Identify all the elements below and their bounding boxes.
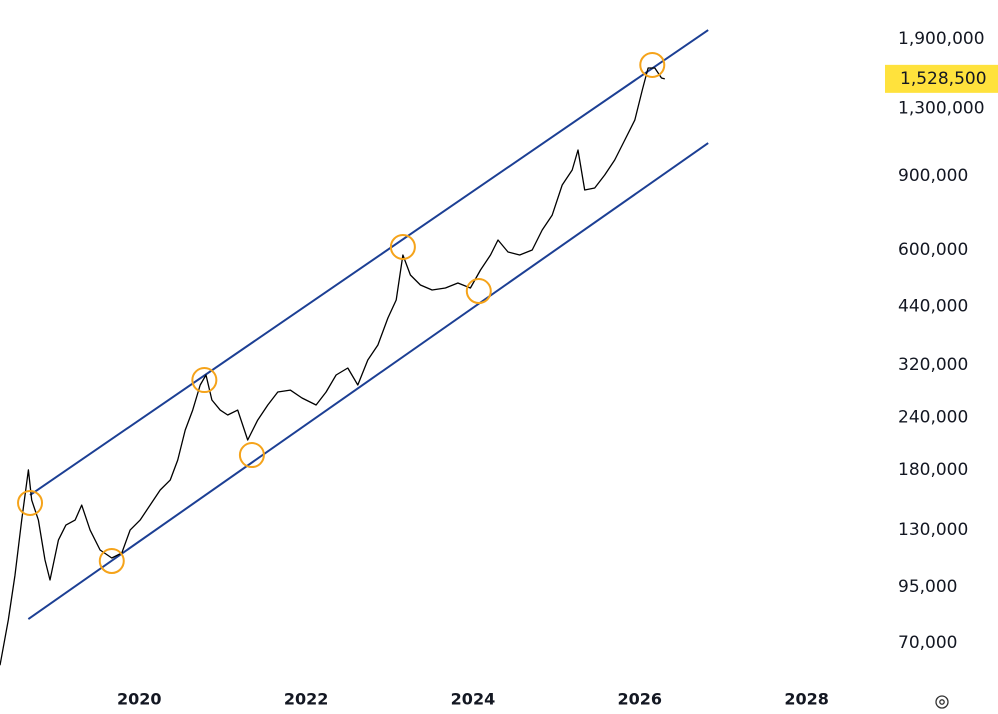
y-tick-label: 1,300,000 bbox=[898, 98, 985, 118]
touch-marker bbox=[389, 233, 416, 260]
x-tick-label: 2022 bbox=[284, 690, 329, 709]
y-tick-label: 130,000 bbox=[898, 520, 968, 540]
y-tick-label: 240,000 bbox=[898, 408, 968, 428]
y-tick-label: 440,000 bbox=[898, 297, 968, 317]
y-tick-label: 70,000 bbox=[898, 633, 957, 653]
last-price-box bbox=[885, 64, 998, 93]
settings-core bbox=[939, 699, 945, 705]
touch-marker bbox=[17, 489, 44, 516]
touch-marker bbox=[465, 278, 492, 305]
y-tick-label: 320,000 bbox=[898, 355, 968, 375]
y-tick-label: 900,000 bbox=[898, 166, 968, 186]
last-price-label: 1,528,500 bbox=[900, 69, 987, 89]
x-tick-label: 2028 bbox=[784, 690, 829, 709]
y-tick-label: 1,900,000 bbox=[898, 29, 985, 49]
touch-marker bbox=[639, 51, 666, 78]
price-line bbox=[0, 67, 665, 666]
touch-marker bbox=[98, 548, 125, 575]
y-tick-label: 180,000 bbox=[898, 460, 968, 480]
y-tick-label: 95,000 bbox=[898, 577, 957, 597]
x-tick-label: 2026 bbox=[618, 690, 663, 709]
y-tick-label: 600,000 bbox=[898, 240, 968, 260]
touch-marker bbox=[191, 367, 218, 394]
settings-icon[interactable] bbox=[935, 695, 949, 709]
channel-line bbox=[29, 29, 709, 496]
settings-ring bbox=[935, 695, 949, 709]
touch-marker bbox=[238, 442, 265, 469]
x-tick-label: 2024 bbox=[451, 690, 496, 709]
x-tick-label: 2020 bbox=[117, 690, 162, 709]
channel-line bbox=[27, 142, 709, 620]
